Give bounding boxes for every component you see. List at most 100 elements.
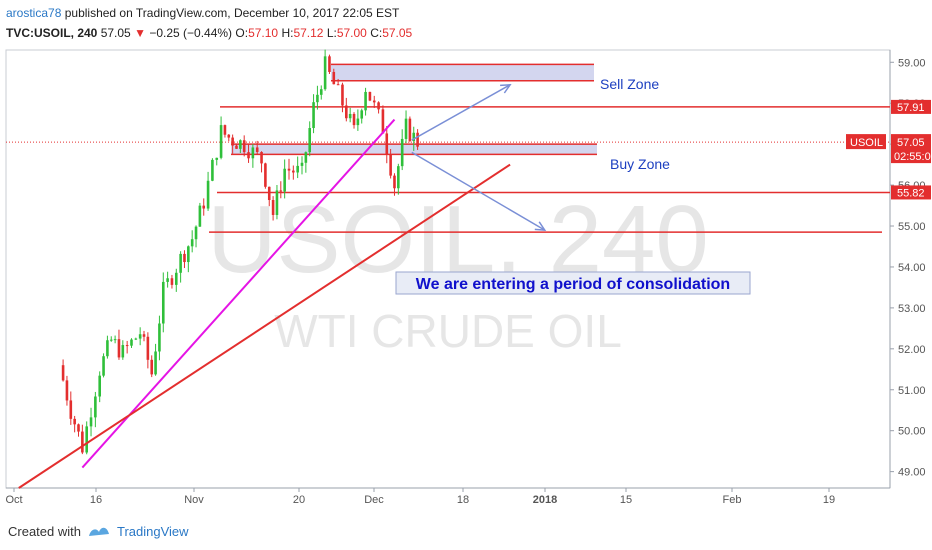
candle-body bbox=[356, 118, 360, 126]
candle-body bbox=[150, 359, 154, 375]
svg-text:57.91: 57.91 bbox=[897, 102, 925, 114]
candle-body bbox=[190, 239, 194, 247]
candle-body bbox=[170, 278, 174, 285]
high-value: 57.12 bbox=[293, 26, 324, 40]
candle-body bbox=[287, 168, 291, 171]
time-axis[interactable]: Oct 16 Nov 20 Dec 18 2018 15 Feb 19 bbox=[5, 488, 835, 506]
candle-body bbox=[73, 418, 76, 425]
candle-body bbox=[223, 125, 227, 135]
candle-body bbox=[231, 137, 234, 146]
candle-body bbox=[146, 336, 150, 360]
candle-body bbox=[312, 102, 315, 129]
candle-body bbox=[61, 365, 65, 381]
last-price-tag: USOIL 57.05 02:55:0 bbox=[846, 134, 931, 164]
symbol-tag: USOIL bbox=[850, 137, 883, 149]
candle-body bbox=[389, 154, 392, 176]
symbol-label[interactable]: TVC:USOIL, 240 bbox=[6, 26, 98, 40]
candle-body bbox=[211, 159, 214, 181]
candle-body bbox=[206, 180, 210, 209]
ohlc-line: TVC:USOIL, 240 57.05 ▼ −0.25 (−0.44%) O:… bbox=[6, 26, 412, 40]
candle-body bbox=[341, 84, 344, 106]
y-tick-label: 52.00 bbox=[898, 344, 926, 356]
candle-body bbox=[352, 113, 356, 126]
x-tick-label: 16 bbox=[90, 494, 102, 506]
low-value: 57.00 bbox=[336, 26, 367, 40]
candle-body bbox=[304, 152, 308, 163]
x-tick-label: Nov bbox=[184, 494, 204, 506]
candle-body bbox=[404, 118, 408, 139]
high-label: H: bbox=[281, 26, 294, 40]
buy-zone-label: Buy Zone bbox=[610, 156, 670, 172]
candle-body bbox=[408, 118, 412, 142]
candle-body bbox=[316, 94, 319, 103]
arrows-layer bbox=[411, 83, 547, 231]
candle-body bbox=[187, 246, 190, 263]
x-tick-label: 19 bbox=[823, 494, 835, 506]
y-tick-label: 59.00 bbox=[898, 57, 926, 69]
candle-body bbox=[255, 147, 259, 152]
author-link[interactable]: arostica78 bbox=[6, 6, 62, 20]
arrow-head-icon bbox=[534, 221, 547, 231]
price-axis[interactable]: 49.0050.0051.0052.0053.0054.0055.0056.00… bbox=[890, 57, 926, 479]
svg-text:57.05: 57.05 bbox=[897, 137, 925, 149]
candle-body bbox=[412, 132, 416, 142]
candle-body bbox=[251, 147, 255, 159]
candle-body bbox=[296, 165, 299, 173]
candle-body bbox=[300, 162, 304, 166]
y-tick-label: 54.00 bbox=[898, 262, 926, 274]
candle-body bbox=[360, 110, 364, 119]
tradingview-brand[interactable]: TradingView bbox=[116, 523, 189, 539]
candle-body bbox=[279, 190, 283, 192]
y-tick-label: 53.00 bbox=[898, 303, 926, 315]
candle-body bbox=[328, 56, 331, 72]
candle-body bbox=[239, 140, 242, 149]
candle-body bbox=[174, 272, 178, 285]
support-price-tag: 55.82 bbox=[891, 185, 931, 200]
x-tick-label: Feb bbox=[723, 494, 742, 506]
watermark-name: WTI CRUDE OIL bbox=[274, 305, 622, 357]
candle-body bbox=[166, 278, 169, 282]
magenta-trendline bbox=[81, 118, 396, 469]
candle-body bbox=[372, 100, 376, 103]
countdown: 02:55:0 bbox=[894, 151, 931, 163]
candle-body bbox=[242, 140, 246, 153]
footer: Created with TradingView bbox=[8, 519, 189, 543]
candle-body bbox=[319, 89, 323, 95]
candle-body bbox=[323, 56, 327, 90]
created-with-text: Created with bbox=[8, 523, 81, 539]
candle-body bbox=[81, 431, 84, 453]
candle-body bbox=[332, 71, 336, 85]
candle-body bbox=[264, 163, 267, 187]
candle-body bbox=[154, 351, 157, 375]
candle-body bbox=[85, 426, 88, 453]
candle-body bbox=[292, 170, 295, 173]
chart-header: arostica78 published on TradingView.com,… bbox=[6, 4, 926, 44]
candle-body bbox=[89, 417, 93, 427]
candle-body bbox=[308, 128, 312, 153]
candle-body bbox=[271, 200, 275, 215]
candle-body bbox=[260, 151, 263, 164]
open-label: O: bbox=[235, 26, 249, 40]
candle-body bbox=[400, 138, 404, 167]
x-tick-label: Dec bbox=[364, 494, 384, 506]
resistance-price-tag: 57.91 bbox=[891, 99, 931, 114]
change-value: −0.25 (−0.44%) bbox=[149, 26, 233, 40]
candle-body bbox=[219, 125, 223, 158]
candle-body bbox=[113, 339, 117, 341]
candle-body bbox=[202, 205, 206, 209]
candle-body bbox=[179, 253, 182, 273]
candle-body bbox=[397, 166, 400, 189]
note-box[interactable] bbox=[395, 271, 751, 295]
last-value: 57.05 bbox=[100, 26, 131, 40]
candle-body bbox=[381, 109, 385, 134]
candle-body bbox=[94, 396, 97, 418]
candle-body bbox=[117, 339, 121, 358]
candle-body bbox=[235, 145, 238, 149]
candle-body bbox=[215, 157, 219, 160]
candle-body bbox=[98, 375, 101, 397]
y-tick-label: 51.00 bbox=[898, 385, 926, 397]
candle-body bbox=[198, 205, 202, 227]
plot-area[interactable] bbox=[5, 49, 891, 489]
candle-body bbox=[109, 339, 113, 341]
